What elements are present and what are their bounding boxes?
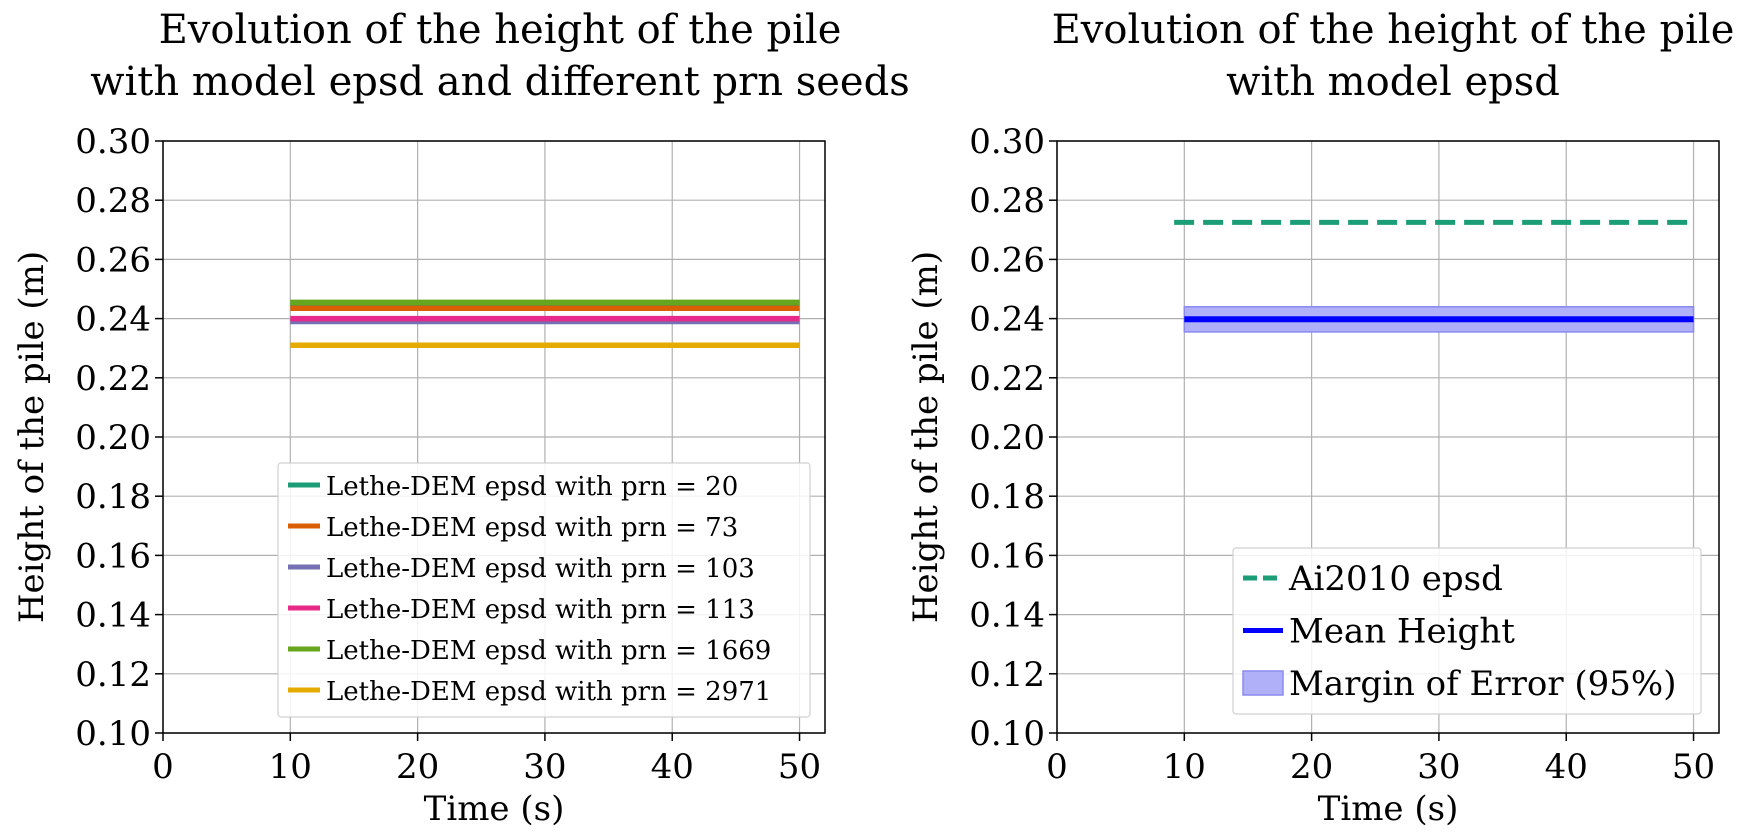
y-tick-label: 0.22 xyxy=(75,359,151,399)
x-tick-label: 20 xyxy=(396,747,439,787)
x-axis-label: Time (s) xyxy=(1318,789,1459,829)
legend-label: Mean Height xyxy=(1289,612,1515,652)
legend-label: Lethe-DEM epsd with prn = 2971 xyxy=(326,677,771,707)
legend-label: Margin of Error (95%) xyxy=(1289,664,1677,704)
y-tick-label: 0.22 xyxy=(969,359,1045,399)
y-tick-label: 0.16 xyxy=(969,536,1045,576)
chart-title-line: with model epsd xyxy=(1226,59,1560,105)
y-tick-label: 0.30 xyxy=(969,122,1045,162)
y-tick-label: 0.24 xyxy=(969,300,1045,340)
chart-title-line: Evolution of the height of the pile xyxy=(1052,7,1735,53)
y-tick-label: 0.18 xyxy=(969,477,1045,517)
x-tick-label: 0 xyxy=(152,747,174,787)
legend-label: Lethe-DEM epsd with prn = 113 xyxy=(326,595,755,625)
y-tick-label: 0.12 xyxy=(75,655,151,695)
x-tick-label: 50 xyxy=(778,747,821,787)
y-tick-label: 0.14 xyxy=(969,596,1045,636)
legend-label: Lethe-DEM epsd with prn = 1669 xyxy=(326,636,771,666)
x-tick-label: 0 xyxy=(1046,747,1068,787)
x-tick-label: 10 xyxy=(269,747,312,787)
y-tick-label: 0.14 xyxy=(75,596,151,636)
x-tick-label: 20 xyxy=(1290,747,1333,787)
legend-label: Lethe-DEM epsd with prn = 20 xyxy=(326,472,738,502)
x-tick-label: 40 xyxy=(1545,747,1588,787)
y-tick-label: 0.10 xyxy=(75,714,151,754)
legend-swatch xyxy=(1242,670,1284,696)
y-tick-label: 0.18 xyxy=(75,477,151,517)
x-tick-label: 30 xyxy=(1417,747,1460,787)
y-tick-label: 0.10 xyxy=(969,714,1045,754)
panel-1: Evolution of the height of the pile with … xyxy=(12,7,910,829)
legend-box xyxy=(277,462,811,718)
y-tick-label: 0.20 xyxy=(75,418,151,458)
y-axis-label: Height of the pile (m) xyxy=(906,251,946,623)
legend-label: Lethe-DEM epsd with prn = 73 xyxy=(326,513,738,543)
y-axis-label: Height of the pile (m) xyxy=(12,251,52,623)
x-tick-label: 50 xyxy=(1672,747,1715,787)
panel-2: Evolution of the height of the pile with … xyxy=(906,7,1734,829)
y-tick-label: 0.24 xyxy=(75,300,151,340)
y-tick-label: 0.28 xyxy=(969,181,1045,221)
legend-label: Ai2010 epsd xyxy=(1288,559,1503,599)
legend-box xyxy=(1232,547,1702,715)
y-tick-label: 0.26 xyxy=(75,240,151,280)
y-tick-label: 0.26 xyxy=(969,240,1045,280)
chart-title-line: with model epsd and different prn seeds xyxy=(90,59,909,105)
y-tick-label: 0.16 xyxy=(75,536,151,576)
x-axis-label: Time (s) xyxy=(424,789,565,829)
x-tick-label: 30 xyxy=(523,747,566,787)
y-tick-label: 0.30 xyxy=(75,122,151,162)
legend-label: Lethe-DEM epsd with prn = 103 xyxy=(326,554,755,584)
x-tick-label: 10 xyxy=(1163,747,1206,787)
x-tick-label: 40 xyxy=(651,747,694,787)
y-tick-label: 0.28 xyxy=(75,181,151,221)
chart-title: Evolution of the height of the pile with … xyxy=(1052,7,1735,105)
chart-title-line: Evolution of the height of the pile xyxy=(159,7,842,53)
y-tick-label: 0.12 xyxy=(969,655,1045,695)
legend: Ai2010 epsd Mean Height Margin of Error (9… xyxy=(1232,547,1702,715)
legend: Lethe-DEM epsd with prn = 20 Lethe-DEM ep… xyxy=(277,462,811,718)
chart-title: Evolution of the height of the pile with … xyxy=(90,7,909,105)
y-tick-label: 0.20 xyxy=(969,418,1045,458)
